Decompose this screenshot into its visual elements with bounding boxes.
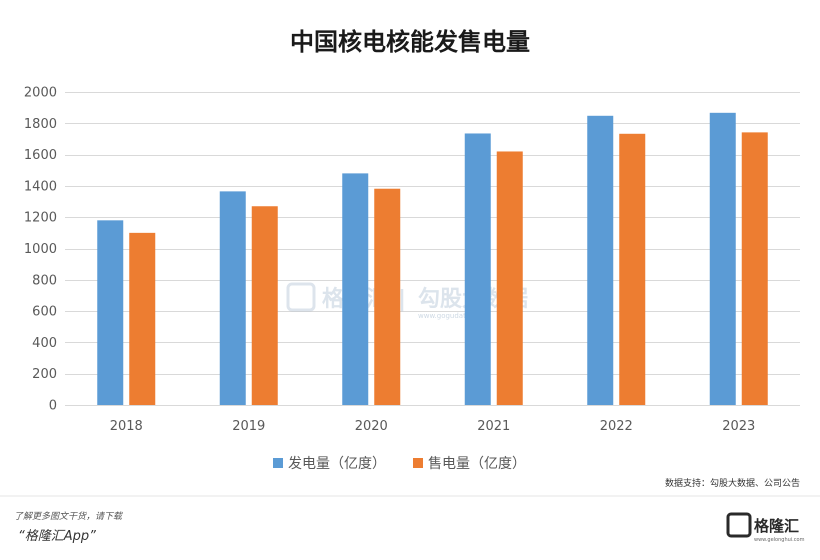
promo-app-name: “格隆汇App” [18,529,96,544]
legend-swatch-series-1 [273,458,283,468]
x-tick-label: 2022 [600,419,633,434]
bar-series-1-2019 [219,191,246,405]
y-tick-label: 200 [32,367,57,382]
y-axis-ticks: 0 200 400 600 800 1000 1200 1400 1600 1800 2000 [24,86,57,414]
source-note: 数据支持：勾股大数据、公司公告 [665,477,800,489]
y-tick-label: 800 [32,273,57,288]
watermark: 格隆汇 | 勾股大数据 www.gogudata.com [286,282,528,320]
legend-label-series-2: 售电量（亿度） [428,456,526,472]
bar-series-1-2022 [587,115,614,406]
bar-series-2-2020 [374,188,401,405]
footer-logo: 格隆汇 www.gelonghui.com [726,512,805,543]
bar-series-2-2023 [741,132,768,405]
y-tick-label: 1400 [24,179,57,194]
footer-logo-url: www.gelonghui.com [754,537,805,543]
legend-label-series-1: 发电量（亿度） [288,456,386,472]
y-tick-label: 600 [32,305,57,320]
promo-line: 了解更多图文干货，请下载 [14,511,123,522]
y-tick-label: 1800 [24,117,57,132]
legend: 发电量（亿度） 售电量（亿度） [273,456,526,472]
bar-series-1-2018 [97,220,124,405]
y-tick-label: 400 [32,336,57,351]
y-tick-label: 1600 [24,148,57,163]
bars [97,112,768,406]
bar-series-2-2022 [619,133,646,405]
x-tick-label: 2023 [722,419,755,434]
grid-lines [65,92,800,375]
x-tick-label: 2018 [110,419,143,434]
bar-series-2-2019 [251,206,278,405]
y-tick-label: 1000 [24,242,57,257]
bar-series-2-2021 [496,151,523,405]
bar-series-2-2018 [129,232,156,405]
bar-series-1-2023 [709,112,736,405]
bar-series-1-2020 [342,173,369,405]
watermark-logo-icon [286,282,316,312]
x-axis-ticks: 2018 2019 2020 2021 2022 2023 [110,419,756,434]
y-tick-label: 2000 [24,86,57,101]
x-tick-label: 2020 [355,419,388,434]
y-tick-label: 0 [49,399,57,414]
brand-logo-icon [726,512,752,538]
watermark-divider: | [398,287,406,312]
legend-swatch-series-2 [413,458,423,468]
x-tick-label: 2019 [232,419,265,434]
x-tick-label: 2021 [477,419,510,434]
bar-series-1-2021 [464,133,491,405]
footer-logo-text: 格隆汇 [754,517,799,535]
watermark-url: www.gogudata.com [418,312,487,320]
y-tick-label: 1200 [24,211,57,226]
chart-title: 中国核电核能发售电量 [290,28,530,56]
